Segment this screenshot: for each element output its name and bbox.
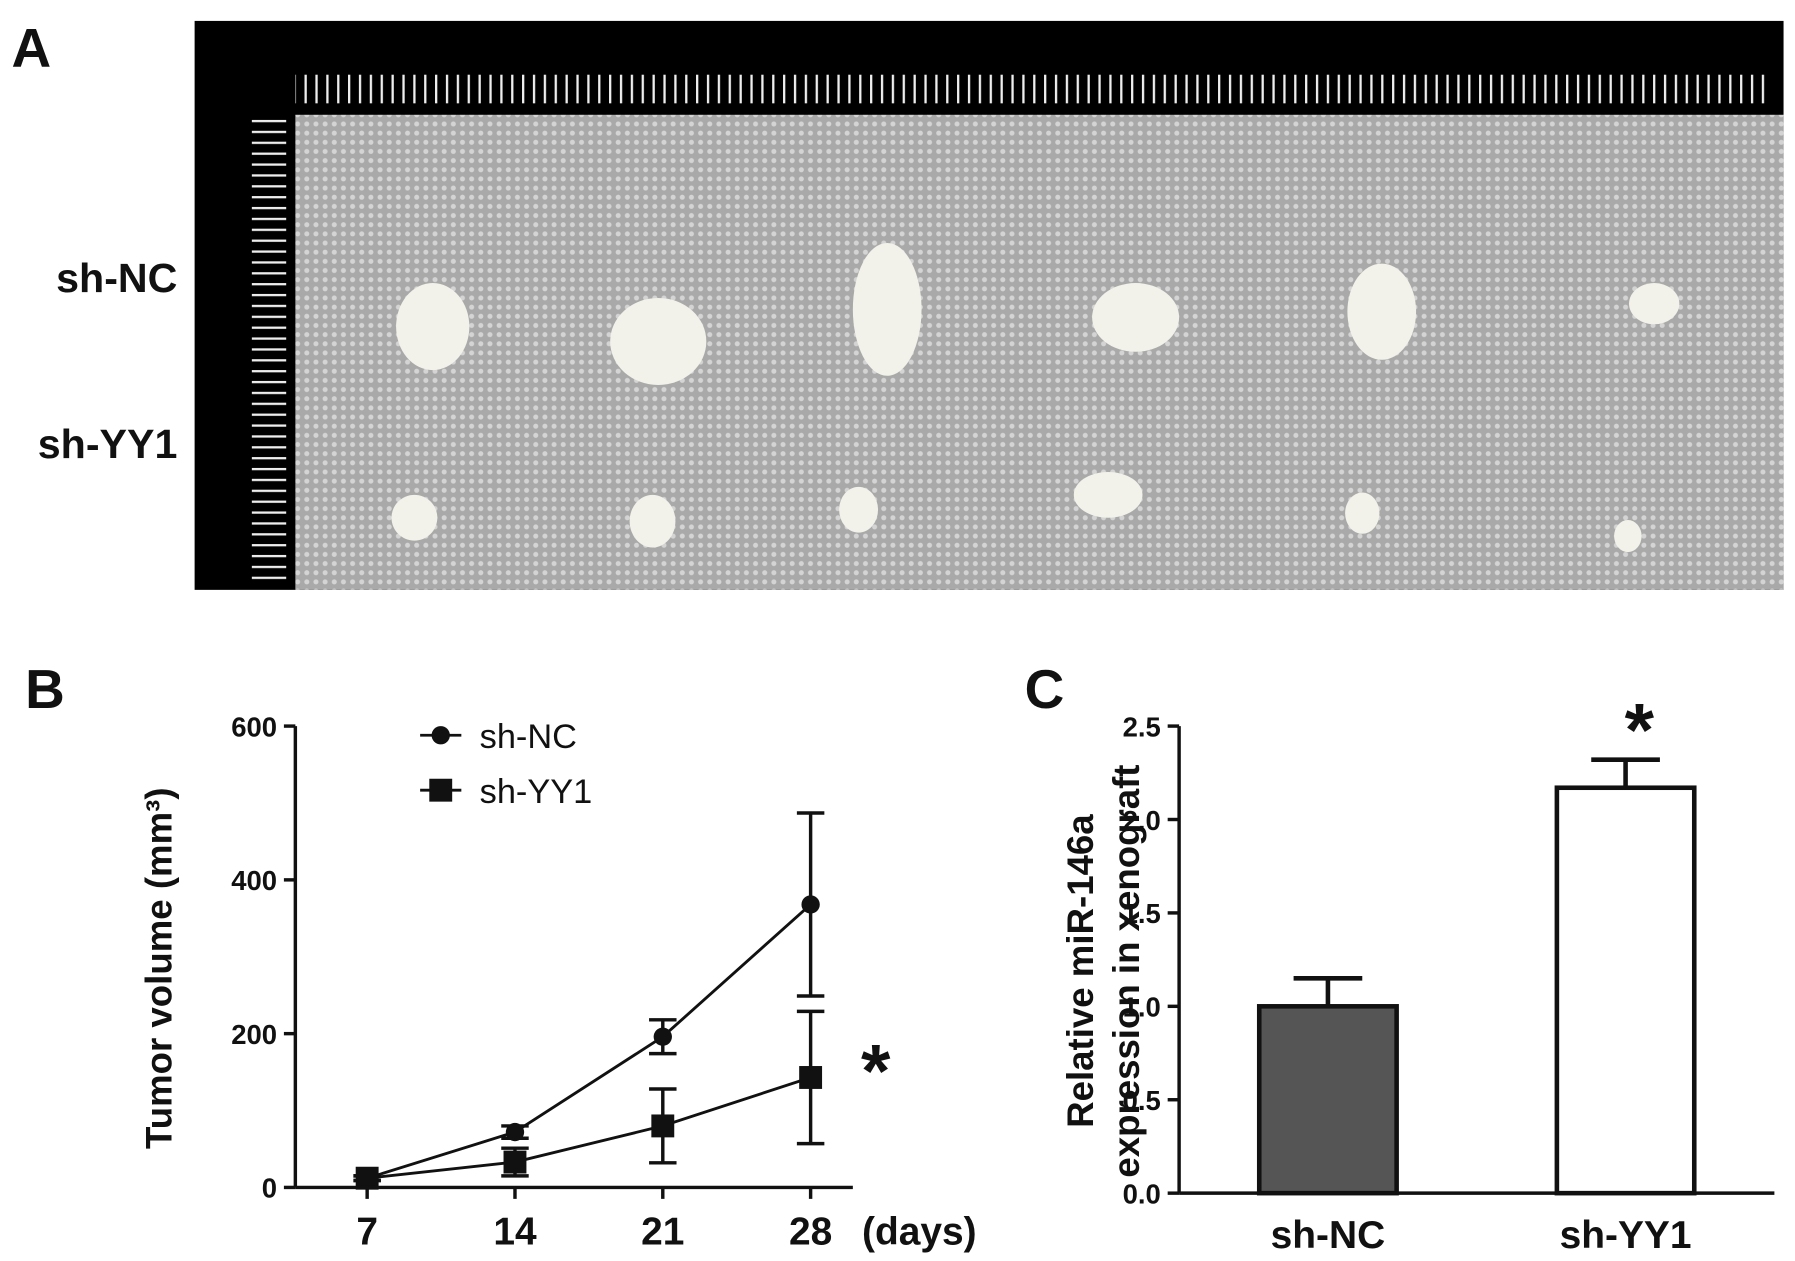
panel-label: B [25,658,65,720]
y-tick-label: 600 [231,711,277,742]
y-tick-label: 200 [231,1019,277,1050]
error-bar [1293,976,1363,1007]
row-label: sh-YY1 [38,421,178,467]
x-tick-label: 28 [789,1211,832,1254]
x-tick-label: 14 [493,1211,537,1254]
y-tick-label: 1.5 [1123,898,1161,929]
bar [1554,785,1697,1196]
x-tick-label: sh-NC [1271,1214,1386,1257]
y-tick-label: 1.0 [1123,992,1161,1023]
bar [1256,1004,1399,1196]
marker [505,1122,525,1142]
marker [651,1114,675,1138]
series-line [366,1076,812,1180]
legend-label: sh-YY1 [480,773,593,811]
y-tick-label: 0 [262,1173,277,1204]
marker [503,1150,527,1174]
x-unit: (days) [862,1211,977,1254]
y-axis-label: expression in xenograft [1106,764,1147,1177]
marker [799,1066,823,1089]
y-axis-label: Relative miR-146a [1060,814,1101,1128]
x-tick-label: 7 [356,1211,378,1254]
y-axis-label: Tumor volume (mm³) [139,787,180,1149]
y-tick-label: 2.0 [1123,805,1161,836]
panel-label: A [11,17,51,79]
significance: * [1625,689,1655,773]
x-tick-label: 21 [641,1211,684,1254]
marker [653,1027,672,1046]
error-bar [1591,757,1660,788]
row-label: sh-NC [56,255,177,301]
marker [355,1166,379,1190]
marker [801,895,820,914]
panel-label: C [1025,658,1065,720]
y-tick-label: 0.5 [1123,1085,1161,1116]
series-line [366,903,812,1180]
marker [431,726,450,745]
photo [194,20,1784,590]
x-tick-label: sh-YY1 [1560,1214,1692,1257]
significance: * [861,1030,891,1114]
y-tick-label: 2.5 [1123,711,1161,742]
y-tick-label: 0.0 [1123,1178,1161,1209]
legend-label: sh-NC [480,718,577,756]
marker [429,778,453,802]
y-tick-label: 400 [231,865,277,896]
